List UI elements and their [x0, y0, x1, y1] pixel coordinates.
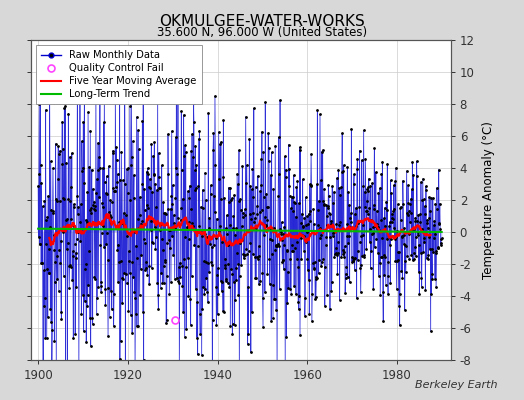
- Text: Berkeley Earth: Berkeley Earth: [416, 380, 498, 390]
- Text: 35.600 N, 96.000 W (United States): 35.600 N, 96.000 W (United States): [157, 26, 367, 39]
- Legend: Raw Monthly Data, Quality Control Fail, Five Year Moving Average, Long-Term Tren: Raw Monthly Data, Quality Control Fail, …: [37, 45, 202, 104]
- Y-axis label: Temperature Anomaly (°C): Temperature Anomaly (°C): [482, 121, 495, 279]
- Text: OKMULGEE-WATER-WORKS: OKMULGEE-WATER-WORKS: [159, 14, 365, 29]
